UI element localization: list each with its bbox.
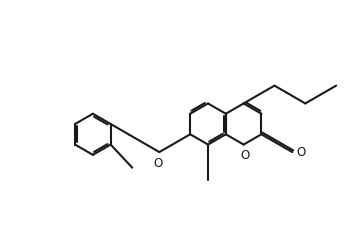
Text: O: O xyxy=(297,146,306,158)
Text: O: O xyxy=(153,157,162,170)
Text: O: O xyxy=(241,149,250,162)
